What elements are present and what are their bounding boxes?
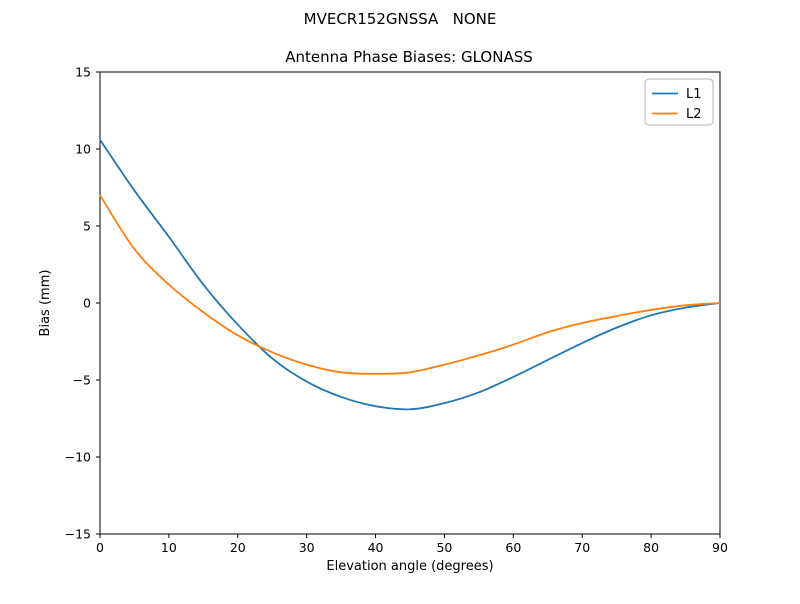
- x-tick-label: 10: [161, 540, 177, 555]
- axes-title: Antenna Phase Biases: GLONASS: [285, 48, 533, 66]
- y-tick-label: 5: [83, 219, 91, 234]
- y-tick-label: −5: [73, 373, 91, 388]
- series-line-l2: [99, 194, 721, 375]
- y-tick-label: 10: [75, 142, 91, 157]
- x-tick-label: 30: [299, 540, 315, 555]
- data-series: [99, 139, 721, 411]
- figure-suptitle: MVECR152GNSSA NONE: [304, 10, 497, 28]
- y-tick-label: 0: [83, 296, 91, 311]
- x-tick-label: 50: [436, 540, 452, 555]
- series-line-l1: [99, 139, 721, 411]
- legend-label-l2: L2: [686, 107, 702, 122]
- legend-label-l1: L1: [686, 87, 702, 102]
- legend: L1 L2: [644, 78, 714, 126]
- y-axis-label: Bias (mm): [38, 270, 53, 337]
- x-tick-label: 80: [643, 540, 659, 555]
- x-tick-label: 70: [574, 540, 590, 555]
- x-axis-label: Elevation angle (degrees): [326, 559, 493, 574]
- y-tick-label: −10: [65, 450, 91, 465]
- x-tick-label: 60: [505, 540, 521, 555]
- x-tick-label: 0: [96, 540, 104, 555]
- plot-area-frame: [99, 71, 721, 535]
- y-tick-label: −15: [65, 527, 91, 542]
- x-tick-label: 40: [368, 540, 384, 555]
- x-tick-label: 20: [230, 540, 246, 555]
- x-tick-label: 90: [712, 540, 728, 555]
- y-tick-label: 15: [75, 65, 91, 80]
- legend-frame: [644, 78, 714, 126]
